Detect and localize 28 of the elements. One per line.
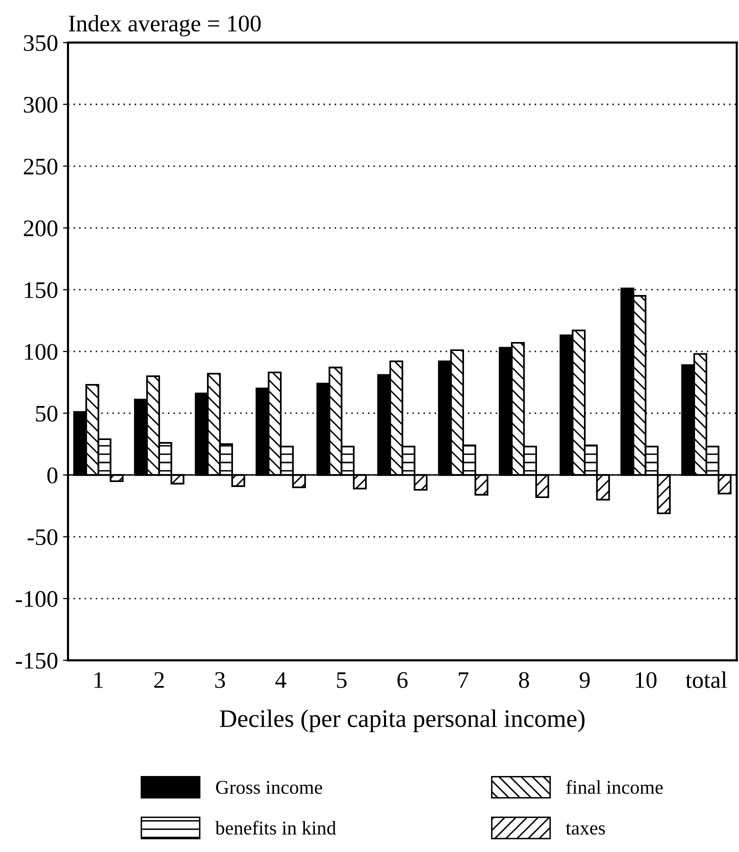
x-tick-label: 1 bbox=[94, 672, 103, 688]
y-tick-label: 0 bbox=[47, 467, 58, 484]
x-tick-label: total bbox=[686, 671, 727, 688]
y-tick-label: 300 bbox=[24, 96, 58, 113]
x-tick-label: 9 bbox=[580, 672, 590, 688]
x-tick-label: 7 bbox=[458, 672, 468, 688]
x-axis-title: Deciles (per capita personal income) bbox=[220, 709, 585, 732]
x-tick-label: 10 bbox=[636, 672, 656, 688]
y-tick-label: -150 bbox=[16, 652, 58, 669]
x-tick-label: 8 bbox=[518, 672, 529, 688]
legend-label: Gross income bbox=[216, 780, 322, 794]
x-tick-label: 6 bbox=[397, 672, 408, 688]
y-tick-label: 50 bbox=[36, 406, 58, 422]
legend-label: benefits in kind bbox=[215, 820, 336, 835]
legend-label: final income bbox=[566, 780, 663, 794]
x-tick-label: 2 bbox=[154, 672, 164, 688]
y-tick-label: 150 bbox=[24, 282, 58, 298]
y-tick-label: 100 bbox=[24, 344, 58, 360]
x-tick-label: 5 bbox=[337, 672, 347, 688]
y-tick-label: -50 bbox=[28, 529, 58, 546]
y-tick-label: -100 bbox=[16, 591, 58, 607]
y-tick-label: 350 bbox=[24, 35, 58, 52]
legend-label: taxes bbox=[566, 823, 605, 835]
y-tick-label: 200 bbox=[24, 220, 58, 236]
y-axis-title: Index average = 100 bbox=[68, 14, 261, 36]
x-tick-label: 3 bbox=[215, 672, 225, 688]
x-tick-label: 4 bbox=[275, 672, 286, 688]
y-tick-label: 250 bbox=[24, 158, 58, 175]
